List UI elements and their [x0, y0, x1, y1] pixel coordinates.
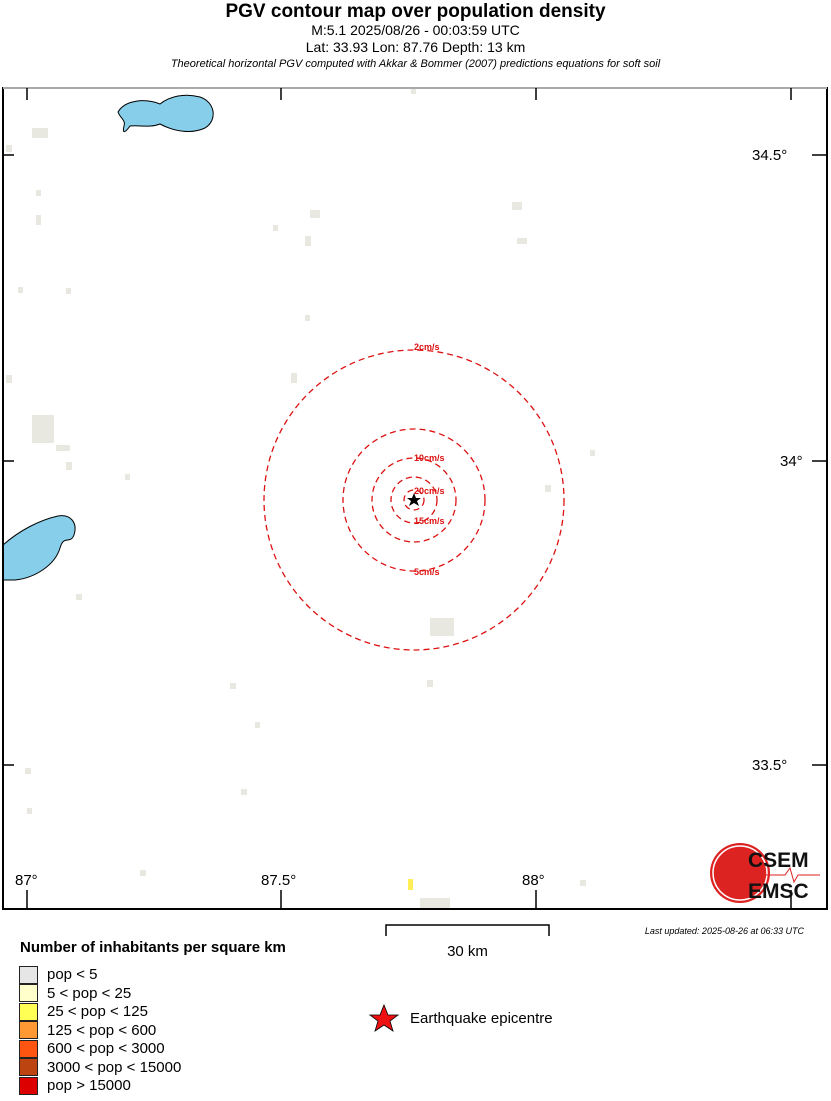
- lat-tick-label: 34°: [780, 453, 803, 470]
- map-title: PGV contour map over population density: [225, 1, 606, 22]
- lat-tick-label: 33.5°: [752, 757, 787, 774]
- legend-label: 3000 < pop < 15000: [47, 1058, 182, 1076]
- contour-10cm: [371, 457, 457, 543]
- contour-2cm: [263, 349, 565, 651]
- contour-5cm: [342, 428, 486, 572]
- legend-item: 25 < pop < 125: [19, 1002, 148, 1021]
- scale-label: 30 km: [447, 943, 488, 960]
- emsc-logo: CSEM EMSC: [710, 843, 820, 903]
- legend-item: pop > 15000: [19, 1076, 131, 1095]
- legend-item: 3000 < pop < 15000: [19, 1058, 181, 1077]
- event-datetime: M:5.1 2025/08/26 - 00:03:59 UTC: [311, 22, 520, 38]
- event-location: Lat: 33.93 Lon: 87.76 Depth: 13 km: [305, 39, 526, 55]
- legend-item: 125 < pop < 600: [19, 1021, 156, 1040]
- lat-tick-label: 34.5°: [752, 147, 787, 164]
- legend-item: 600 < pop < 3000: [19, 1039, 165, 1058]
- lon-tick-label: 87°: [15, 872, 38, 889]
- contour-label: 20cm/s: [414, 486, 445, 496]
- legend-label: pop > 15000: [47, 1077, 131, 1094]
- legend-label: pop < 5: [47, 966, 98, 983]
- legend-swatch: [19, 1002, 38, 1021]
- legend-swatch: [19, 1039, 38, 1058]
- epicentre-star-icon: [407, 493, 421, 506]
- contour-label: 5cm/s: [414, 567, 440, 577]
- legend-label: 600 < pop < 3000: [47, 1040, 165, 1057]
- contour-20cm: [403, 489, 425, 511]
- contour-label: 10cm/s: [414, 453, 445, 463]
- legend-item: 5 < pop < 25: [19, 984, 131, 1003]
- scale-bar: [385, 924, 550, 936]
- lon-tick-label: 87.5°: [261, 872, 296, 889]
- lake-north: [117, 94, 214, 133]
- legend-swatch: [19, 1076, 38, 1095]
- legend-label: 25 < pop < 125: [47, 1003, 148, 1020]
- lake-west: [2, 515, 76, 581]
- legend-swatch: [19, 1058, 38, 1076]
- svg-text:CSEM: CSEM: [748, 849, 809, 872]
- contour-label: 2cm/s: [414, 342, 440, 352]
- last-updated: Last updated: 2025-08-26 at 06:33 UTC: [644, 926, 804, 936]
- lon-tick-label: 88°: [522, 872, 545, 889]
- legend-label: 5 < pop < 25: [47, 984, 132, 1002]
- legend-swatch: [19, 965, 38, 984]
- epicentre-legend-label: Earthquake epicentre: [410, 1010, 553, 1027]
- legend-item: pop < 5: [19, 965, 97, 984]
- contour-label: 15cm/s: [414, 516, 445, 526]
- legend-swatch: [19, 984, 38, 1002]
- population-cells: [6, 88, 595, 908]
- legend-label: 125 < pop < 600: [47, 1021, 157, 1039]
- svg-text:EMSC: EMSC: [748, 880, 809, 903]
- legend-star-icon: [368, 1003, 400, 1032]
- method-note: Theoretical horizontal PGV computed with…: [170, 58, 661, 70]
- contour-15cm: [390, 476, 438, 524]
- axis-ticks: [3, 88, 827, 909]
- pgv-contours: [263, 349, 565, 651]
- legend-swatch: [19, 1021, 38, 1039]
- legend-title: Number of inhabitants per square km: [20, 939, 286, 956]
